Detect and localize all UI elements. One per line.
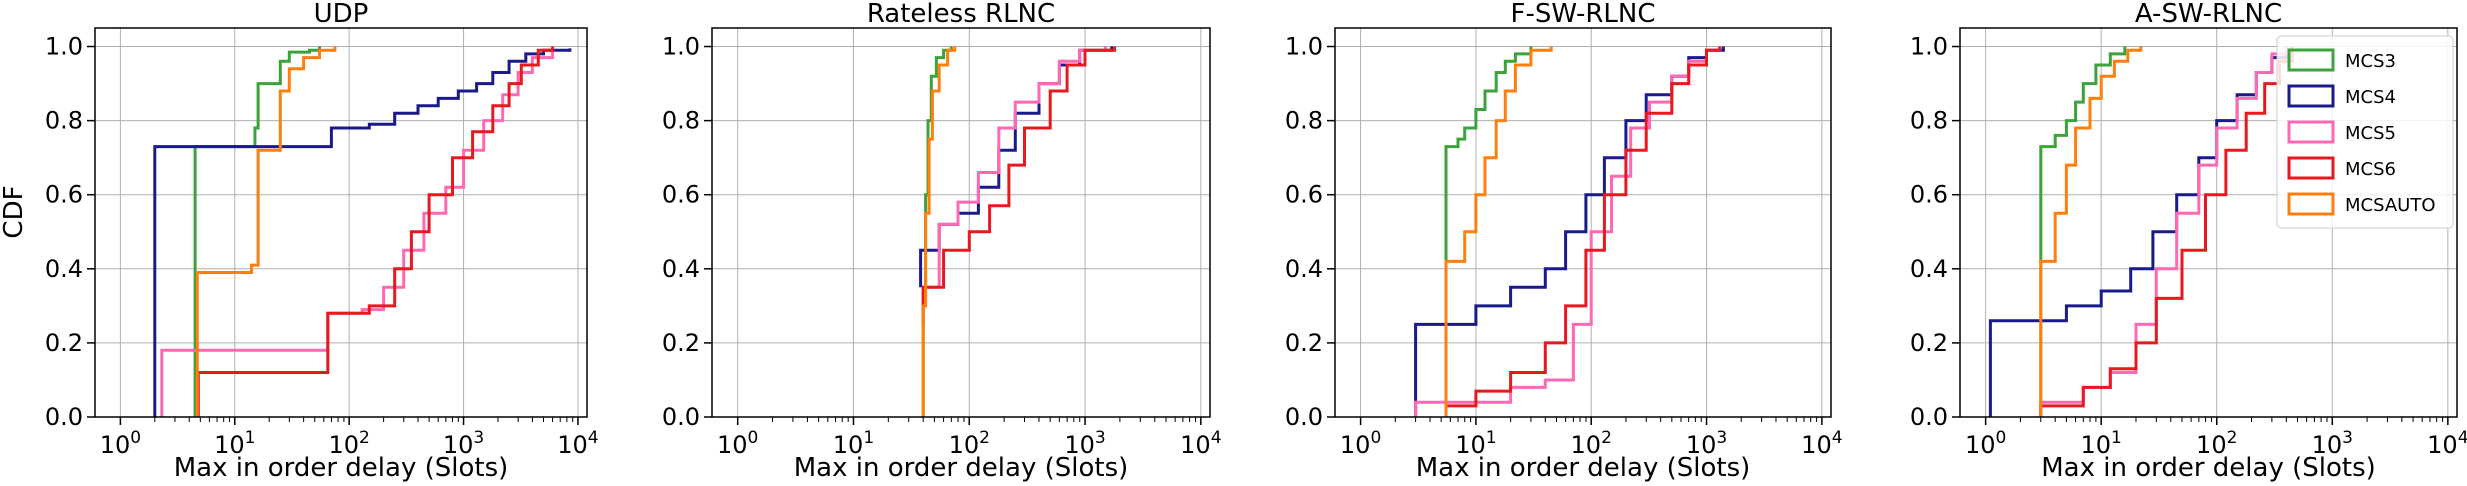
y-tick-label: 0.6: [662, 181, 700, 209]
series-line-mcsauto: [1444, 46, 1553, 417]
series-line-mcsauto: [2039, 46, 2143, 417]
y-tick-label: 0.8: [1910, 107, 1948, 135]
series-line-mcs4: [1988, 46, 2288, 417]
legend-entry-label: MCSAUTO: [2345, 195, 2436, 216]
x-tick-label: 104: [1180, 428, 1221, 459]
legend-box: [2276, 35, 2454, 229]
x-tick-label: 102: [1571, 428, 1612, 459]
x-tick-label: 104: [557, 428, 598, 459]
y-tick-label: 0.0: [1910, 403, 1948, 431]
subplot-title: F-SW-RLNC: [1510, 0, 1655, 29]
series-line-mcs6: [196, 46, 555, 417]
axes-frame: [1334, 27, 1832, 418]
series-line-mcs3: [2039, 46, 2127, 417]
legend-swatch: [2287, 192, 2335, 216]
y-tick-label: 0.4: [45, 255, 83, 283]
series-line-mcs5: [160, 48, 555, 417]
y-tick-label: 0.4: [1910, 255, 1948, 283]
y-tick-label: 0.8: [1285, 107, 1323, 135]
legend-entry-label: MCS4: [2345, 87, 2396, 108]
y-tick-label: 0.2: [1285, 329, 1323, 357]
x-tick-label: 100: [1340, 428, 1381, 459]
subplot-title: UDP: [314, 0, 369, 29]
y-tick-label: 0.2: [1910, 329, 1948, 357]
x-tick-label: 100: [100, 428, 141, 459]
y-tick-label: 1.0: [1910, 33, 1948, 61]
subplot-title: A-SW-RLNC: [2135, 0, 2282, 29]
x-axis-label: Max in order delay (Slots): [794, 453, 1129, 483]
y-tick-label: 0.6: [1285, 181, 1323, 209]
y-tick-label: 1.0: [1285, 33, 1323, 61]
subplot-3: 100 101 102 103 1040.00.20.40.60.81.0A-SW-RL…: [1910, 0, 2467, 483]
x-tick-label: 104: [1801, 428, 1842, 459]
y-tick-label: 0.0: [45, 403, 83, 431]
series-line-mcs3: [921, 46, 953, 417]
series-line-mcs6: [921, 46, 1117, 325]
series-line-mcs5: [1414, 46, 1722, 417]
series-line-mcs6: [1444, 46, 1722, 417]
series-line-mcsauto: [921, 46, 957, 417]
series-line-mcs4: [153, 48, 572, 417]
legend-swatch: [2287, 48, 2335, 72]
y-tick-label: 0.8: [662, 107, 700, 135]
y-tick-label: 0.4: [662, 255, 700, 283]
subplot-title: Rateless RLNC: [867, 0, 1055, 29]
x-tick-label: 101: [1455, 428, 1496, 459]
x-axis-label: Max in order delay (Slots): [2041, 453, 2376, 483]
y-tick-label: 0.4: [1285, 255, 1323, 283]
legend-entry-label: MCS6: [2345, 159, 2396, 180]
legend-swatch: [2287, 120, 2335, 144]
series-line-mcs3: [193, 46, 321, 417]
axes-frame: [1959, 27, 2458, 418]
y-tick-label: 0.2: [662, 329, 700, 357]
subplot-0: 100 101 102 103 1040.00.20.40.60.81.0UDPMax …: [45, 0, 599, 483]
series-line-mcs3: [1444, 46, 1533, 417]
series-line-mcs5: [929, 46, 1107, 289]
series-line-mcsauto: [195, 46, 337, 417]
axes-frame: [711, 27, 1211, 418]
legend-swatch: [2287, 156, 2335, 180]
x-axis-label: Max in order delay (Slots): [174, 453, 509, 483]
axes-frame: [94, 27, 588, 418]
subplot-2: 100 101 102 103 1040.00.20.40.60.81.0F-SW-RL…: [1285, 0, 1843, 483]
y-tick-label: 0.6: [45, 181, 83, 209]
y-tick-label: 0.6: [1910, 181, 1948, 209]
y-axis-label: CDF: [0, 185, 29, 238]
series-line-mcs6: [2039, 46, 2294, 417]
x-tick-label: 104: [2427, 428, 2467, 459]
y-tick-label: 1.0: [45, 33, 83, 61]
y-tick-label: 1.0: [662, 33, 700, 61]
legend-entry-label: MCS3: [2345, 51, 2396, 72]
y-tick-label: 0.0: [1285, 403, 1323, 431]
series-line-mcs4: [1414, 46, 1725, 417]
y-tick-label: 0.0: [662, 403, 700, 431]
y-tick-label: 0.2: [45, 329, 83, 357]
x-tick-label: 100: [1965, 428, 2006, 459]
legend-swatch: [2287, 84, 2335, 108]
y-tick-label: 0.8: [45, 107, 83, 135]
x-axis-label: Max in order delay (Slots): [1416, 453, 1751, 483]
legend-entry-label: MCS5: [2345, 123, 2396, 144]
subplot-1: 100 101 102 103 1040.00.20.40.60.81.0Rateles…: [662, 0, 1222, 483]
x-tick-label: 100: [717, 428, 758, 459]
legend: MCS3 MCS4 MCS5 MCS6 MCSAUTO: [2276, 35, 2454, 229]
